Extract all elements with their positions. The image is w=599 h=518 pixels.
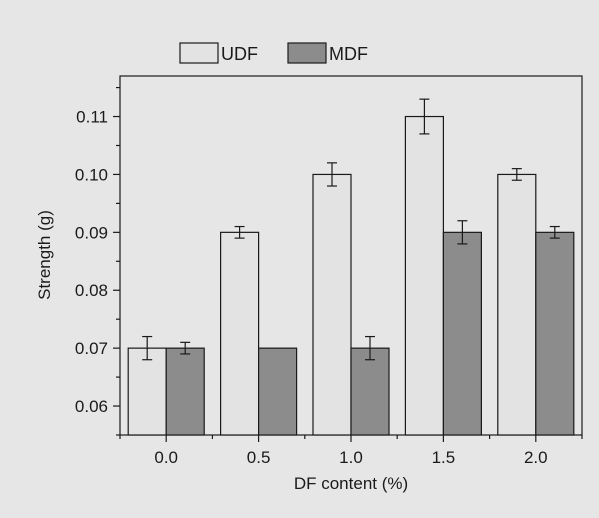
error-bar-mdf-3 (457, 220, 468, 245)
bar-mdf-1 (258, 347, 298, 436)
y-tick-label: 0.09 (75, 223, 108, 242)
legend-label-mdf: MDF (329, 44, 368, 64)
error-bars-group (142, 98, 560, 361)
bar-mdf-4 (535, 231, 575, 436)
legend: UDF MDF (179, 42, 368, 64)
error-bar-udf-4 (511, 168, 522, 181)
y-tick-label: 0.11 (76, 108, 108, 127)
legend-item-udf: UDF (179, 42, 258, 64)
bar-mdf-3 (442, 231, 482, 436)
legend-label-udf: UDF (221, 44, 258, 64)
legend-swatch-udf (179, 42, 219, 64)
bar-udf-1 (220, 231, 260, 436)
x-axis: 0.0 0.5 1.0 1.5 2.0 (119, 435, 583, 467)
y-tick-label: 0.10 (75, 165, 108, 184)
x-axis-title: DF content (%) (294, 474, 408, 493)
y-axis-title: Strength (g) (35, 210, 54, 300)
bar-udf-4 (497, 173, 537, 436)
x-tick-label: 0.5 (247, 448, 271, 467)
y-axis: 0.06 0.07 0.08 0.09 0.10 0.11 (75, 86, 120, 436)
error-bar-udf-3 (419, 98, 430, 135)
error-bar-mdf-2 (365, 335, 375, 361)
x-tick-label: 1.5 (432, 448, 456, 467)
bar-mdf-0 (165, 347, 205, 436)
bar-udf-3 (404, 115, 444, 436)
x-tick-label: 1.0 (339, 448, 363, 467)
bar-mdf-2 (350, 347, 390, 436)
error-bar-mdf-4 (549, 225, 560, 239)
legend-swatch-mdf (287, 42, 327, 64)
y-tick-label: 0.07 (75, 339, 108, 358)
bar-udf-0 (127, 347, 167, 436)
bar-udf-2 (312, 173, 352, 436)
bars-group (127, 115, 575, 436)
legend-item-mdf: MDF (287, 42, 368, 64)
error-bar-mdf-0 (180, 341, 191, 355)
x-tick-label: 2.0 (524, 448, 548, 467)
error-bar-udf-0 (142, 335, 153, 361)
x-tick-label: 0.0 (154, 448, 178, 467)
error-bar-udf-2 (327, 162, 337, 187)
error-bar-udf-1 (234, 225, 245, 239)
y-tick-label: 0.08 (75, 281, 108, 300)
y-tick-label: 0.06 (75, 397, 108, 416)
